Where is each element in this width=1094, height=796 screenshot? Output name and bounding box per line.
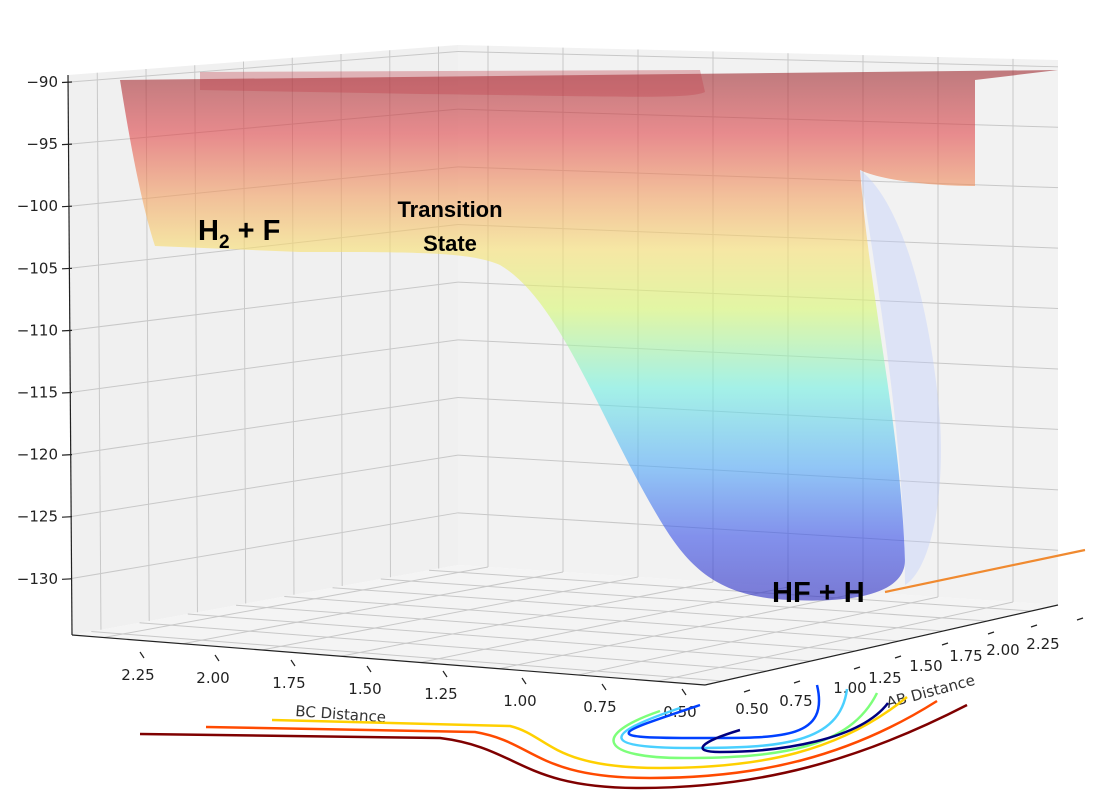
floor-grid-line: [332, 587, 944, 632]
bc-tick-mark: [139, 651, 145, 659]
bc-tick-mark: [601, 683, 607, 691]
floor-grid-line: [380, 578, 988, 622]
ab-tick-label: 1.00: [833, 679, 866, 697]
floor-grid-line: [284, 596, 900, 642]
bc-tick-label: 1.25: [424, 685, 457, 703]
z-tick-label: −90: [26, 73, 58, 91]
z-tick-label: −125: [17, 508, 58, 526]
ab-tick-label: 1.75: [949, 647, 982, 665]
contour-line: [627, 684, 821, 740]
ab-tick-mark: [793, 680, 801, 684]
transition-state-annotation-line2: State: [423, 231, 477, 256]
reaction-path-line: [884, 548, 1086, 594]
z-tick-mark: [61, 391, 73, 394]
z-tick-mark: [61, 454, 73, 456]
ab-axis-line: [704, 604, 1059, 686]
z-tick-mark: [61, 578, 73, 580]
floor-grid-line: [420, 586, 789, 663]
contour-line: [271, 696, 908, 770]
grid-line: [96, 72, 102, 630]
z-tick-label: −115: [17, 384, 58, 402]
z-tick-label: −95: [26, 135, 58, 153]
ab-tick-mark: [853, 666, 861, 670]
ab-tick-label: 1.25: [868, 669, 901, 687]
contour-line: [701, 702, 889, 754]
z-tick-mark: [61, 329, 73, 332]
z-tick-mark: [61, 205, 73, 208]
reactants-annotation: H2 + F: [198, 215, 280, 253]
bc-tick-mark: [290, 659, 296, 667]
products-annotation: HF + H: [772, 577, 865, 609]
z-tick-mark: [61, 81, 73, 84]
floor-grid-line: [261, 576, 639, 651]
z-tick-mark: [61, 516, 73, 518]
ab-tick-mark: [743, 689, 751, 693]
surface-right-inner: [860, 170, 941, 585]
bc-tick-mark: [214, 654, 220, 662]
z-tick-label: −120: [17, 446, 58, 464]
contour-projection: [139, 684, 968, 790]
floor-grid-line: [340, 581, 714, 657]
transition-state-annotation-line1: Transition: [397, 197, 502, 222]
ab-tick-mark: [987, 631, 995, 635]
energy-surface: [120, 70, 1058, 601]
ab-tick-mark: [1076, 617, 1084, 621]
z-tick-mark: [61, 267, 73, 270]
z-axis-line: [67, 74, 73, 636]
z-tick-label: −130: [17, 570, 58, 588]
ab-tick-label: 2.00: [986, 641, 1019, 659]
z-tick-label: −100: [17, 197, 58, 215]
bc-tick-label: 0.75: [583, 698, 616, 716]
contour-line: [612, 692, 879, 760]
bc-tick-label: 2.00: [196, 669, 229, 687]
floor-grid-line: [499, 591, 864, 670]
ab-tick-label: 0.50: [735, 700, 768, 718]
floor-grid-line: [236, 604, 856, 652]
grid-line: [69, 454, 459, 518]
z-tick-label: −110: [17, 321, 58, 339]
grid-line: [69, 396, 459, 456]
ab-tick-mark: [1030, 624, 1038, 628]
floor-grid-line: [103, 566, 489, 638]
z-tick-label: −105: [17, 259, 58, 277]
contour-line: [620, 688, 849, 750]
floor-grid-line: [91, 631, 723, 682]
bc-tick-label: 2.25: [121, 666, 154, 684]
contour-line: [205, 699, 938, 780]
bc-tick-mark: [521, 677, 527, 685]
surface-back-face: [200, 70, 705, 97]
ab-tick-label: 2.25: [1026, 635, 1059, 653]
grid-line: [69, 512, 459, 580]
grid-line: [69, 339, 459, 393]
floor-grid-line: [187, 613, 811, 662]
grid-line: [69, 51, 459, 83]
bc-tick-mark: [442, 670, 448, 678]
bc-tick-mark: [681, 688, 687, 696]
bc-tick-label: 1.50: [348, 680, 381, 698]
floor-grid-line: [578, 596, 939, 676]
grid-line: [457, 51, 1059, 68]
floor-grid-line: [182, 571, 564, 645]
bc-axis-line: [71, 634, 706, 686]
floor-grid-line: [139, 622, 767, 672]
grid-line: [69, 281, 459, 331]
floor-grid-line: [429, 569, 1032, 612]
ab-tick-mark: [941, 642, 949, 646]
ab-tick-mark: [894, 655, 902, 659]
z-tick-mark: [61, 143, 73, 146]
contour-line: [139, 703, 968, 790]
ab-tick-label: 0.75: [779, 692, 812, 710]
bc-tick-mark: [366, 665, 372, 673]
ab-tick-label: 1.50: [909, 657, 942, 675]
floor-grid-line: [657, 601, 1014, 682]
bc-tick-label: 1.75: [272, 674, 305, 692]
bc-tick-label: 1.00: [503, 692, 536, 710]
